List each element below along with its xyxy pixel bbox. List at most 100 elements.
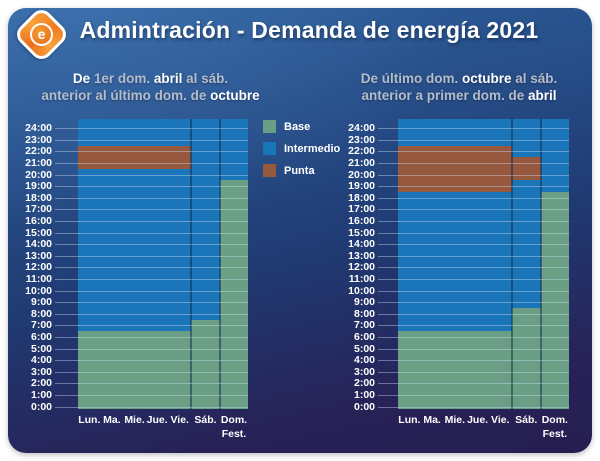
y-tick-label: 3:00 bbox=[353, 365, 375, 378]
legend-swatch-base bbox=[263, 120, 276, 133]
y-tick-label: 24:00 bbox=[348, 122, 375, 135]
day-label: Vie. bbox=[491, 414, 510, 426]
x-axis-labels: Lun. Ma. Mie. Jue. Vie. Sáb. Dom. Fest. bbox=[398, 413, 569, 441]
logo-diamond-shape: e bbox=[12, 5, 71, 64]
day-label: Jue. bbox=[467, 414, 489, 426]
y-tick-label: 18:00 bbox=[348, 191, 375, 204]
subtitle-text: anterior a primer dom. de bbox=[361, 88, 529, 103]
subtitle-emphasis: abril bbox=[153, 71, 187, 86]
column-weekdays bbox=[398, 119, 512, 409]
column-saturday bbox=[511, 119, 541, 409]
y-tick-label: 23:00 bbox=[348, 133, 375, 146]
y-tick-label: 7:00 bbox=[353, 319, 375, 332]
legend-item-base: Base bbox=[263, 120, 340, 133]
subtitle-text: anterior al último dom. de bbox=[41, 88, 211, 103]
subtitle-emphasis: octubre bbox=[210, 88, 260, 103]
day-label: Sáb. bbox=[194, 414, 217, 426]
chart-summer: 24:00 23:00 22:00 21:00 20:00 19:00 18:00 17:00… bbox=[22, 119, 252, 459]
column-sunday-holiday bbox=[540, 119, 569, 409]
y-tick-label: 15:00 bbox=[348, 226, 375, 239]
column-separator bbox=[539, 119, 542, 409]
legend-label: Punta bbox=[284, 164, 315, 177]
day-label-line: Fest. bbox=[221, 428, 247, 440]
y-tick-label: 17:00 bbox=[25, 203, 52, 216]
segment-punta bbox=[398, 145, 512, 193]
day-label: Jue. bbox=[146, 414, 168, 426]
y-tick-label: 8:00 bbox=[353, 307, 375, 320]
logo-letter: e bbox=[32, 25, 51, 44]
plot-area bbox=[398, 119, 569, 409]
y-tick-label: 21:00 bbox=[25, 157, 52, 170]
segment-punta bbox=[511, 157, 541, 181]
column-weekdays bbox=[78, 119, 192, 409]
legend-label: Intermedio bbox=[284, 142, 341, 155]
y-tick-label: 16:00 bbox=[25, 215, 52, 228]
y-tick-label: 19:00 bbox=[25, 180, 52, 193]
subtitle-text: De último dom. bbox=[360, 71, 462, 86]
legend-swatch-intermedio bbox=[263, 142, 276, 155]
y-axis-labels: 24:00 23:00 22:00 21:00 20:00 19:00 18:00 17:00… bbox=[345, 119, 375, 412]
y-tick-label: 15:00 bbox=[25, 226, 52, 239]
y-tick-label: 22:00 bbox=[348, 145, 375, 158]
y-tick-label: 6:00 bbox=[30, 331, 52, 344]
day-label-line: Dom. bbox=[220, 414, 248, 426]
day-label: Ma. bbox=[103, 414, 121, 426]
y-tick-label: 23:00 bbox=[25, 133, 52, 146]
y-tick-label: 22:00 bbox=[25, 145, 52, 158]
segment-punta bbox=[78, 145, 192, 169]
chart-winter: 24:00 23:00 22:00 21:00 20:00 19:00 18:00 17:00… bbox=[345, 119, 575, 459]
y-tick-label: 24:00 bbox=[25, 122, 52, 135]
column-sunday-holiday bbox=[219, 119, 248, 409]
day-label-line: Dom. bbox=[541, 414, 568, 426]
y-tick-label: 12:00 bbox=[25, 261, 52, 274]
y-tick-label: 16:00 bbox=[348, 215, 375, 228]
segment-intermedio bbox=[398, 119, 512, 146]
day-label: Lun. bbox=[398, 414, 421, 426]
y-tick-label: 2:00 bbox=[353, 377, 375, 390]
y-tick-label: 17:00 bbox=[348, 203, 375, 216]
y-tick-label: 20:00 bbox=[25, 168, 52, 181]
segment-base bbox=[511, 308, 541, 409]
subtitle-winter-period: De último dom. octubre al sáb. anterior a… bbox=[330, 70, 588, 104]
segment-intermedio bbox=[398, 192, 512, 332]
y-tick-label: 14:00 bbox=[25, 238, 52, 251]
plot-area bbox=[78, 119, 248, 409]
y-tick-label: 9:00 bbox=[30, 296, 52, 309]
segment-intermedio bbox=[219, 119, 248, 181]
segment-base bbox=[398, 331, 512, 409]
subtitle-line: anterior a primer dom. de abril bbox=[330, 87, 588, 104]
column-separator bbox=[218, 119, 221, 409]
day-label: Mie. bbox=[444, 414, 466, 426]
column-saturday bbox=[191, 119, 220, 409]
segment-base bbox=[540, 192, 569, 409]
day-label: Lun. bbox=[78, 414, 101, 426]
y-axis-labels: 24:00 23:00 22:00 21:00 20:00 19:00 18:00 17:00… bbox=[22, 119, 52, 412]
subtitle-summer-period: De 1er dom. abril al sáb. anterior al últ… bbox=[8, 70, 293, 104]
subtitle-emphasis: octubre bbox=[461, 71, 516, 86]
legend: Base Intermedio Punta bbox=[263, 120, 340, 186]
subtitle-emphasis: De bbox=[72, 71, 94, 86]
y-tick-label: 10:00 bbox=[348, 284, 375, 297]
legend-swatch-punta bbox=[263, 164, 276, 177]
legend-item-intermedio: Intermedio bbox=[263, 142, 340, 155]
y-tick-label: 6:00 bbox=[353, 331, 375, 344]
y-tick-label: 1:00 bbox=[353, 389, 375, 402]
y-tick-label: 9:00 bbox=[353, 296, 375, 309]
logo-ring: e bbox=[30, 23, 53, 46]
legend-item-punta: Punta bbox=[263, 164, 340, 177]
legend-label: Base bbox=[284, 120, 311, 133]
y-tick-label: 20:00 bbox=[348, 168, 375, 181]
y-tick-label: 11:00 bbox=[25, 273, 52, 286]
y-tick-label: 18:00 bbox=[25, 191, 52, 204]
y-tick-label: 8:00 bbox=[30, 307, 52, 320]
y-tick-label: 3:00 bbox=[30, 365, 52, 378]
day-label-line: Fest. bbox=[542, 428, 568, 440]
segment-intermedio bbox=[511, 119, 541, 158]
y-tick-label: 11:00 bbox=[348, 273, 375, 286]
subtitle-line: De último dom. octubre al sáb. bbox=[330, 70, 588, 87]
day-label: Dom. Fest. bbox=[220, 413, 248, 441]
subtitle-text: al sáb. bbox=[515, 71, 558, 86]
subtitle-line: anterior al último dom. de octubre bbox=[8, 87, 293, 104]
day-label: Dom. Fest. bbox=[541, 413, 569, 441]
